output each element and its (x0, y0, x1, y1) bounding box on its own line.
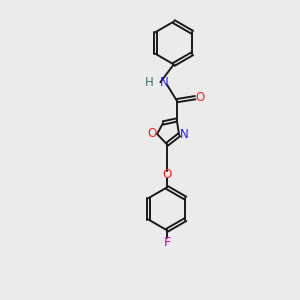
Text: N: N (160, 76, 169, 89)
Text: O: O (148, 128, 157, 140)
Text: H: H (145, 76, 154, 89)
Text: N: N (179, 128, 188, 141)
Text: O: O (195, 91, 205, 104)
Text: F: F (164, 236, 170, 249)
Text: O: O (162, 168, 172, 181)
